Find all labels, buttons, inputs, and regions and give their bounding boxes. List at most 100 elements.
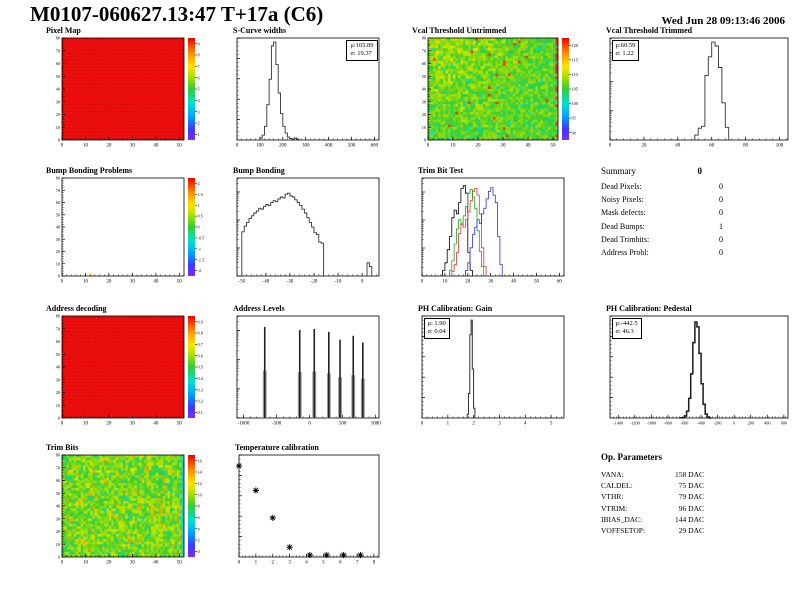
svg-text:120: 120 xyxy=(572,43,578,48)
svg-text:0: 0 xyxy=(238,561,241,566)
vcal_untrimmed-map xyxy=(428,38,558,140)
svg-text:0.6: 0.6 xyxy=(198,353,204,358)
svg-text:50: 50 xyxy=(534,280,540,285)
bump_problems-title: Bump Bonding Problems xyxy=(46,166,133,175)
svg-text:8: 8 xyxy=(198,53,200,58)
svg-text:20: 20 xyxy=(106,561,112,566)
svg-text:40: 40 xyxy=(153,144,159,149)
svg-text:20: 20 xyxy=(106,422,112,427)
trim_bit_test-title: Trim Bit Test xyxy=(418,166,464,175)
trim_bits-map xyxy=(62,455,184,557)
summary-row: Address Probl: 0 xyxy=(601,248,723,258)
svg-text:70: 70 xyxy=(56,326,60,331)
vcal_untrimmed-colorbar xyxy=(562,38,569,140)
svg-text:105: 105 xyxy=(572,87,578,92)
svg-text:-1000: -1000 xyxy=(647,421,657,426)
svg-text:10: 10 xyxy=(83,422,89,427)
svg-text:200: 200 xyxy=(748,421,754,426)
svg-text:30: 30 xyxy=(130,280,136,285)
svg-text:-1: -1 xyxy=(198,246,202,251)
op-parameters-title: Op. Parameters xyxy=(601,452,662,462)
pixel_map-title: Pixel Map xyxy=(46,26,81,35)
svg-text:50: 50 xyxy=(551,144,557,149)
svg-text:0: 0 xyxy=(733,421,735,426)
svg-text:40: 40 xyxy=(675,144,681,149)
svg-text:60: 60 xyxy=(709,144,715,149)
svg-text:40: 40 xyxy=(153,422,159,427)
svg-text:20: 20 xyxy=(56,390,60,395)
trim_bit_test-plot: 0 10 20 30 40 50 60 xyxy=(421,177,565,285)
svg-text:0: 0 xyxy=(61,561,64,566)
trim_bits-colorbar xyxy=(188,455,195,557)
svg-text:2: 2 xyxy=(472,422,475,427)
svg-text:95: 95 xyxy=(572,116,576,121)
svg-text:6: 6 xyxy=(198,515,201,520)
svg-text:0: 0 xyxy=(61,422,64,427)
svg-text:0: 0 xyxy=(58,416,60,421)
trim-bits-chart: Trim Bits 0 10 20 30 40 50 0 10 20 30 40 50 60 70 80 16 1… xyxy=(40,441,210,569)
svg-text:2: 2 xyxy=(271,561,274,566)
pixel-map-chart: Pixel Map 0 10 20 30 40 50 0 10 20 30 40 50 60 70 80 9 8 7… xyxy=(40,24,210,152)
bump_bonding-title: Bump Bonding xyxy=(233,166,285,175)
pixel_map-map xyxy=(62,38,184,140)
svg-text:50: 50 xyxy=(56,212,60,217)
svg-text:9: 9 xyxy=(198,41,200,46)
svg-text:0: 0 xyxy=(609,144,612,149)
svg-text:30: 30 xyxy=(56,377,60,382)
op-parameters-block: Op. Parameters VANA: 158 DAC CALDEL: 75 DA… xyxy=(601,452,704,536)
svg-text:-1200: -1200 xyxy=(630,421,640,426)
summary-row: Dead Trimbits: 0 xyxy=(601,234,723,244)
svg-text:6: 6 xyxy=(198,75,201,80)
svg-text:20: 20 xyxy=(56,112,60,117)
svg-text:-500: -500 xyxy=(272,422,282,427)
svg-text:50: 50 xyxy=(56,491,60,496)
svg-text:30: 30 xyxy=(501,144,507,149)
svg-text:0.7: 0.7 xyxy=(198,342,204,347)
svg-text:60: 60 xyxy=(557,280,563,285)
svg-text:2: 2 xyxy=(198,121,200,126)
vcal_trimmed-title: Vcal Threshold Trimmed xyxy=(606,26,693,35)
svg-text:30: 30 xyxy=(56,516,60,521)
trim_bits-plot: 0 10 20 30 40 5001020304050607080161412108642… xyxy=(56,453,203,566)
svg-text:-40: -40 xyxy=(263,280,270,285)
svg-text:40: 40 xyxy=(511,280,517,285)
svg-text:0: 0 xyxy=(361,280,364,285)
summary-row: Mask defects: 0 xyxy=(601,208,723,218)
ph_gain-stats: μ: 1.90 σ: 0.04 xyxy=(423,317,450,339)
svg-text:-200: -200 xyxy=(714,421,722,426)
ph_pedestal-title: PH Calibration: Pedestal xyxy=(606,304,692,313)
svg-text:115: 115 xyxy=(572,57,578,62)
vcal_untrimmed-plot: 0 10 20 30 40 50 0 10 20 30 40 50 60 70 80 120 115 110 105… xyxy=(422,36,578,149)
svg-text:10: 10 xyxy=(83,280,89,285)
svg-text:0: 0 xyxy=(61,280,64,285)
svg-text:10: 10 xyxy=(83,144,89,149)
op-parameter-row: VTHR: 79 DAC xyxy=(601,492,704,502)
svg-text:-400: -400 xyxy=(697,421,705,426)
svg-text:0.5: 0.5 xyxy=(198,214,203,219)
svg-text:8: 8 xyxy=(373,561,376,566)
svg-text:4: 4 xyxy=(305,561,308,566)
address_decoding-plot: 0 10 20 30 40 50 0 10 20 30 40 50 60 70 80 0.9 0.8 0.7 0.6… xyxy=(56,314,204,427)
ph_gain-plot: 0 1 2 3 4 5 xyxy=(421,315,565,427)
scurve-widths-chart: S-Curve widths 0 100 200 300 400 500 600 μ:165.8… xyxy=(231,24,389,152)
svg-text:3: 3 xyxy=(198,109,200,114)
svg-text:50: 50 xyxy=(56,74,60,79)
svg-text:0.4: 0.4 xyxy=(198,376,204,381)
address_decoding-map xyxy=(62,316,184,418)
svg-text:70: 70 xyxy=(56,48,60,53)
ph_pedestal-plot: -1400 -1200 -1000 -800 -600 -400 -200 0 200 400 60… xyxy=(609,315,789,426)
svg-text:10: 10 xyxy=(56,542,60,547)
op-parameter-row: IBIAS_DAC: 144 DAC xyxy=(601,514,704,524)
svg-text:30: 30 xyxy=(488,280,494,285)
svg-text:50: 50 xyxy=(422,74,426,79)
svg-text:10: 10 xyxy=(83,561,89,566)
temperature-title: Temperature calibration xyxy=(235,443,319,452)
svg-text:0.2: 0.2 xyxy=(198,399,203,404)
svg-text:0: 0 xyxy=(427,144,430,149)
svg-text:40: 40 xyxy=(56,504,60,509)
trim-bit-test-chart: Trim Bit Test 0 10 20 30 40 50 60 xyxy=(406,164,576,288)
svg-text:30: 30 xyxy=(56,99,60,104)
svg-text:7: 7 xyxy=(198,64,201,69)
svg-text:0: 0 xyxy=(424,138,426,143)
svg-text:4: 4 xyxy=(198,526,201,531)
